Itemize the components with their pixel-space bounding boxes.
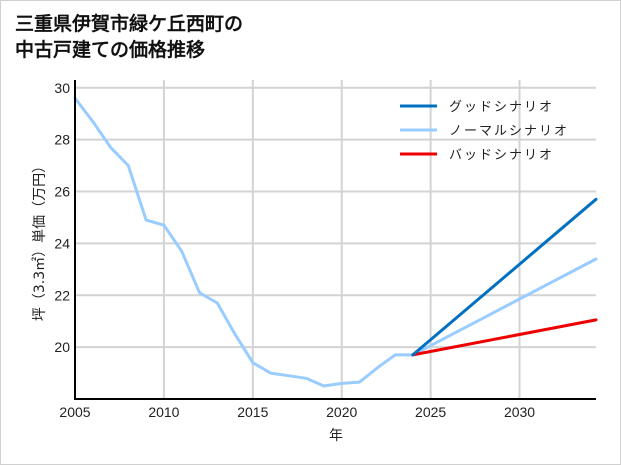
chart-title-line2: 中古戸建ての価格推移 bbox=[15, 39, 206, 61]
y-tick-label: 30 bbox=[54, 80, 70, 96]
axes bbox=[74, 80, 596, 400]
series-line bbox=[411, 197, 598, 357]
x-tick-label: 2030 bbox=[504, 404, 535, 420]
series-line bbox=[411, 318, 598, 357]
x-axis-label: 年 bbox=[329, 428, 343, 444]
y-tick-label: 22 bbox=[54, 287, 70, 303]
chart-title-line1: 三重県伊賀市緑ケ丘西町の bbox=[15, 13, 244, 35]
legend-label: グッドシナリオ bbox=[449, 100, 554, 115]
series-lines bbox=[73, 96, 598, 388]
x-tick-label: 2005 bbox=[59, 404, 90, 420]
legend-label: バッドシナリオ bbox=[449, 148, 554, 163]
x-tick-label: 2025 bbox=[415, 404, 446, 420]
y-tick-label: 26 bbox=[54, 184, 70, 200]
x-tick-label: 2010 bbox=[148, 404, 179, 420]
series-line bbox=[73, 96, 415, 388]
series-line bbox=[411, 257, 598, 357]
chart-title: 三重県伊賀市緑ケ丘西町の 中古戸建ての価格推移 bbox=[15, 11, 243, 63]
y-tick-label: 28 bbox=[54, 132, 70, 148]
legend-label: ノーマルシナリオ bbox=[449, 124, 569, 139]
tick-labels: 2005 2010 2015 2020 2025 2030 20 22 24 26 28 30 bbox=[54, 80, 535, 420]
x-tick-label: 2020 bbox=[326, 404, 357, 420]
y-axis-label: 坪（3.3㎡）単価（万円） bbox=[32, 159, 48, 321]
y-tick-label: 20 bbox=[54, 339, 70, 355]
x-tick-label: 2015 bbox=[237, 404, 268, 420]
y-tick-label: 24 bbox=[54, 235, 70, 251]
